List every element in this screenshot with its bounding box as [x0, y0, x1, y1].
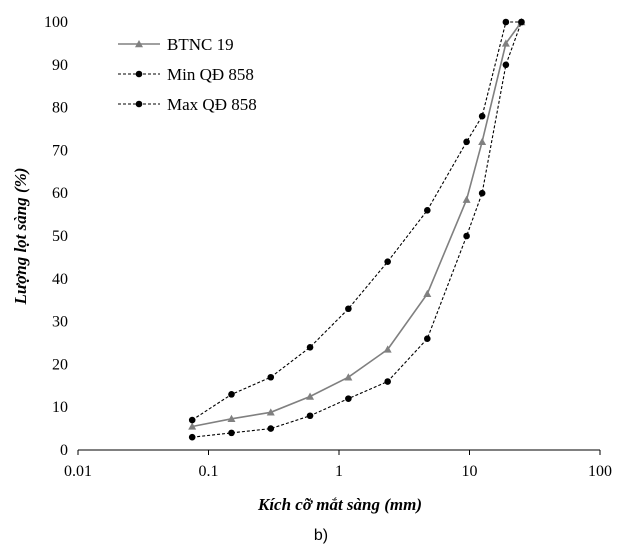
data-point-btnc-19 [227, 414, 236, 422]
legend-item-min-q-858: Min QĐ 858 [118, 65, 254, 84]
data-point-min-q-858 [424, 335, 431, 343]
series-btnc-19 [188, 18, 526, 430]
x-tick-label: 1 [335, 463, 343, 480]
legend: BTNC 19 Min QĐ 858 Max QĐ 858 [118, 35, 257, 114]
legend-marker-min-q-858 [135, 70, 143, 78]
y-tick-label: 20 [52, 356, 68, 373]
y-tick-label: 30 [52, 314, 68, 331]
data-point-min-q-858 [267, 425, 275, 432]
y-tick-label: 100 [44, 14, 68, 31]
data-point-btnc-19 [344, 373, 353, 381]
x-tick-label: 100 [588, 463, 612, 480]
y-tick-label: 80 [52, 100, 68, 117]
y-axis-title: Lượng lọt sàng (%) [11, 168, 30, 306]
series-min-q-858 [188, 18, 525, 441]
x-tick-label: 0.01 [64, 463, 92, 480]
series-layer [188, 18, 526, 441]
y-tick-label: 90 [52, 57, 68, 74]
series-line-min-q-858 [192, 21, 522, 438]
y-tick-label: 10 [52, 399, 68, 416]
series-line-max-q-858 [191, 21, 522, 421]
data-point-min-q-858 [306, 412, 314, 420]
data-point-btnc-19 [266, 408, 275, 416]
y-axis-ticks: 0 10 20 30 40 50 60 70 80 90 100 [44, 14, 68, 459]
data-point-btnc-19 [383, 345, 392, 353]
data-point-btnc-19 [501, 39, 510, 47]
data-point-max-q-858 [384, 258, 391, 265]
data-point-max-q-858 [267, 373, 275, 381]
data-point-max-q-858 [345, 305, 352, 313]
data-point-max-q-858 [518, 18, 525, 26]
y-tick-label: 50 [52, 228, 68, 245]
x-axis-ticks: 0.01 0.1 1 10 100 [64, 450, 612, 480]
data-point-min-q-858 [502, 61, 510, 69]
x-tick-label: 10 [462, 463, 478, 480]
legend-label-max-q-858: Max QĐ 858 [167, 95, 257, 114]
y-tick-label: 0 [60, 442, 68, 459]
data-point-min-q-858 [478, 189, 486, 197]
data-point-btnc-19 [306, 392, 315, 400]
data-point-btnc-19 [478, 137, 487, 146]
figure-caption: b) [314, 527, 328, 544]
legend-label-btnc-19: BTNC 19 [167, 35, 234, 54]
data-point-max-q-858 [188, 416, 196, 424]
data-point-min-q-858 [228, 429, 235, 437]
data-point-max-q-858 [478, 112, 486, 120]
x-tick-label: 0.1 [199, 463, 219, 480]
data-point-max-q-858 [463, 138, 470, 146]
y-tick-label: 60 [52, 185, 68, 202]
y-tick-label: 40 [52, 271, 68, 288]
data-point-btnc-19 [188, 422, 197, 430]
series-max-q-858 [188, 18, 525, 424]
data-point-max-q-858 [306, 343, 314, 351]
data-point-btnc-19 [423, 289, 432, 297]
x-axis-title: Kích cỡ mắt sàng (mm) [257, 495, 422, 514]
y-tick-label: 70 [52, 142, 68, 159]
legend-item-btnc-19: BTNC 19 [118, 35, 234, 54]
data-point-min-q-858 [463, 232, 470, 240]
data-point-min-q-858 [384, 378, 391, 385]
data-point-btnc-19 [462, 195, 471, 203]
legend-marker-btnc-19 [135, 40, 143, 48]
data-point-min-q-858 [188, 433, 196, 441]
data-point-min-q-858 [345, 395, 352, 402]
data-point-max-q-858 [502, 18, 510, 26]
legend-label-min-q-858: Min QĐ 858 [167, 65, 254, 84]
legend-marker-max-q-858 [135, 100, 143, 108]
data-point-max-q-858 [424, 207, 431, 214]
data-point-max-q-858 [228, 391, 235, 398]
legend-item-max-q-858: Max QĐ 858 [118, 95, 257, 114]
